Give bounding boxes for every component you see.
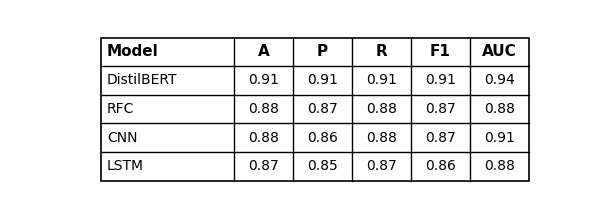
- Text: 0.87: 0.87: [307, 102, 338, 116]
- Text: 0.86: 0.86: [425, 159, 455, 173]
- Text: RFC: RFC: [107, 102, 134, 116]
- Text: 0.87: 0.87: [366, 159, 397, 173]
- Text: 0.91: 0.91: [425, 73, 455, 87]
- Text: F1: F1: [430, 44, 451, 59]
- Text: 0.88: 0.88: [484, 159, 515, 173]
- Text: Model: Model: [107, 44, 159, 59]
- Text: 0.88: 0.88: [248, 102, 279, 116]
- Text: A: A: [257, 44, 269, 59]
- Text: 0.85: 0.85: [307, 159, 338, 173]
- Text: 0.87: 0.87: [425, 131, 455, 145]
- Text: 0.91: 0.91: [248, 73, 279, 87]
- Text: 0.91: 0.91: [484, 131, 515, 145]
- Text: 0.94: 0.94: [484, 73, 515, 87]
- Text: 0.88: 0.88: [366, 131, 397, 145]
- Text: LSTM: LSTM: [107, 159, 144, 173]
- Text: 0.91: 0.91: [366, 73, 397, 87]
- Text: 0.88: 0.88: [248, 131, 279, 145]
- Text: DistilBERT: DistilBERT: [107, 73, 178, 87]
- Text: 0.86: 0.86: [307, 131, 338, 145]
- Text: 0.88: 0.88: [484, 102, 515, 116]
- Text: 0.88: 0.88: [366, 102, 397, 116]
- Text: P: P: [316, 44, 328, 59]
- Text: 0.91: 0.91: [307, 73, 338, 87]
- Text: R: R: [375, 44, 387, 59]
- Text: AUC: AUC: [482, 44, 516, 59]
- Text: 0.87: 0.87: [425, 102, 455, 116]
- Text: 0.87: 0.87: [248, 159, 278, 173]
- Text: CNN: CNN: [107, 131, 137, 145]
